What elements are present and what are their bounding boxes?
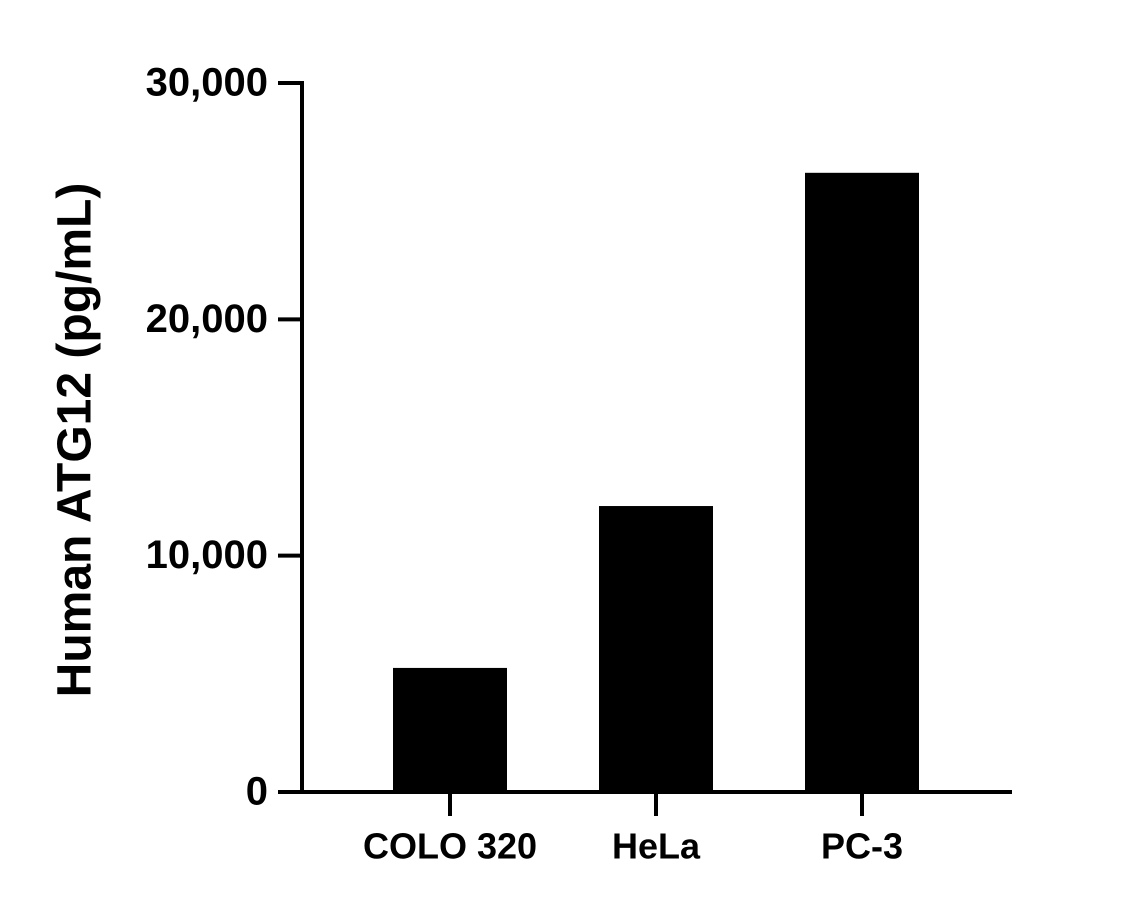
y-tick-label: 20,000 (146, 297, 268, 341)
bar (393, 667, 507, 792)
bar (599, 506, 713, 792)
y-tick-label: 30,000 (146, 61, 268, 105)
x-tick-label: HeLa (612, 826, 701, 867)
bar (805, 172, 919, 793)
y-tick-label: 0 (246, 770, 268, 814)
x-tick-label: PC-3 (821, 826, 903, 867)
y-axis-title: Human ATG12 (pg/mL) (49, 183, 102, 698)
y-tick-label: 10,000 (146, 533, 268, 577)
x-tick-label: COLO 320 (363, 826, 537, 867)
